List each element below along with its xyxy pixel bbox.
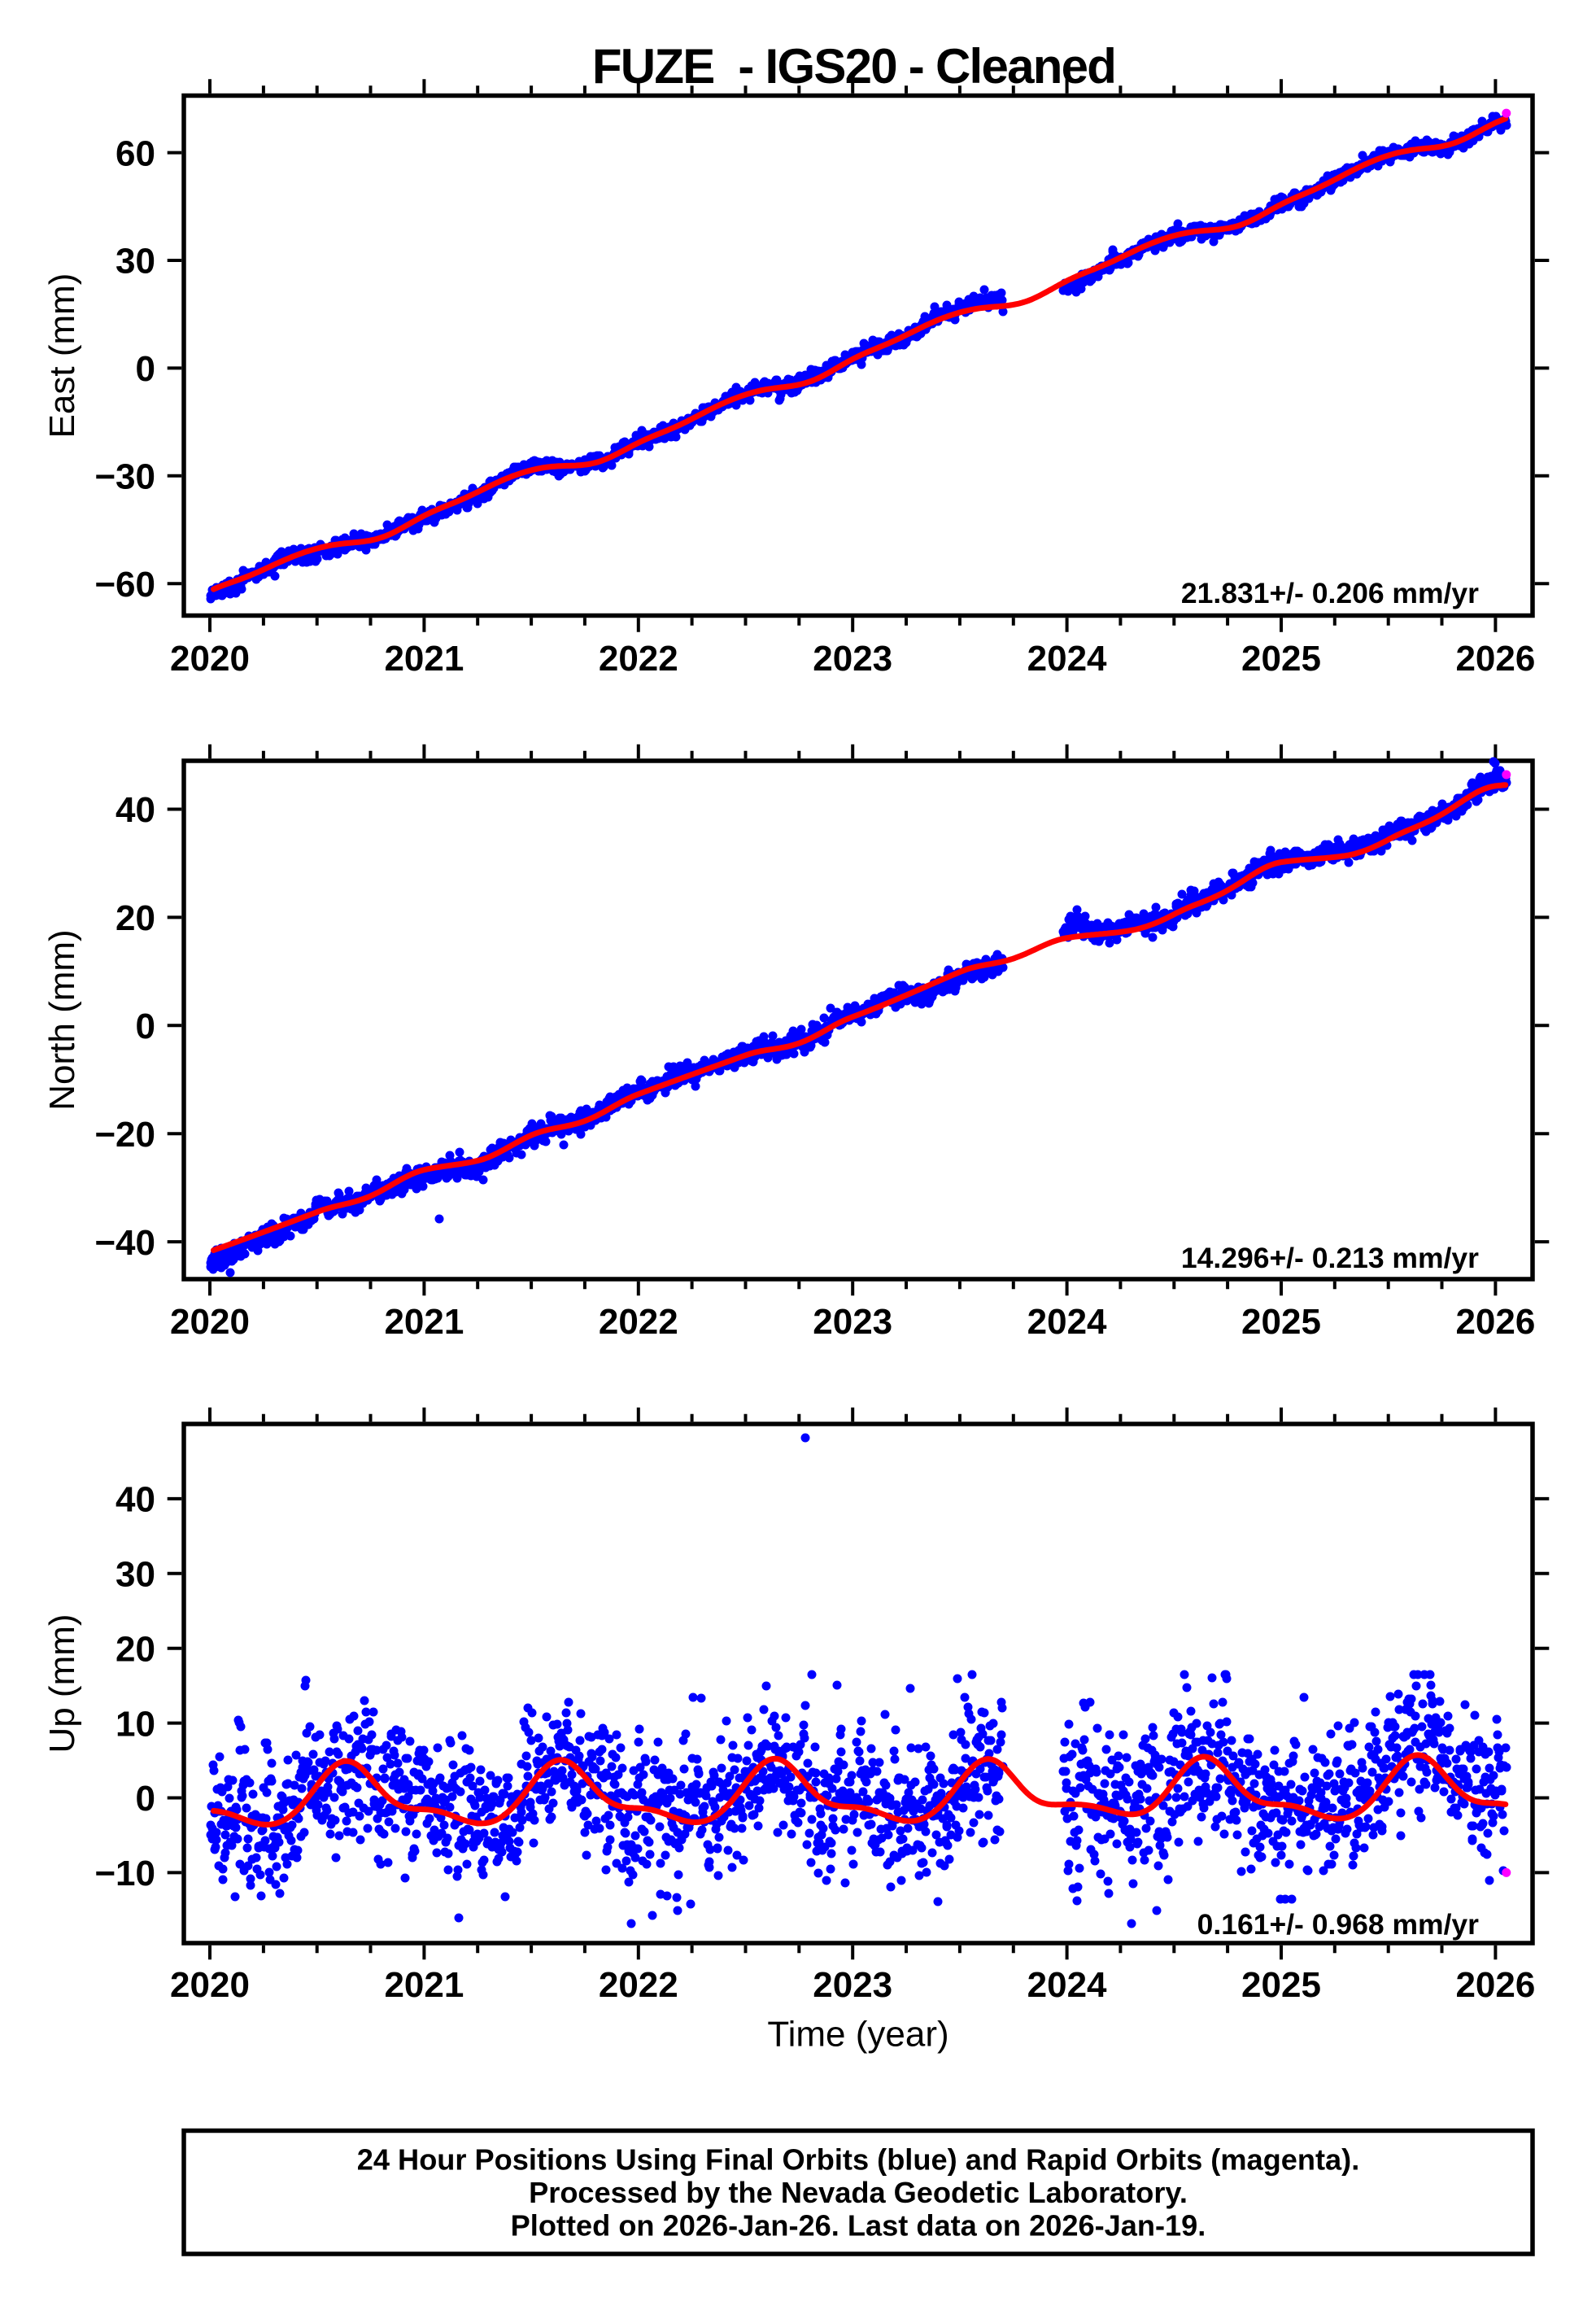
svg-text:FUZE - IGS20 - Cleaned: FUZE - IGS20 - Cleaned — [592, 39, 1115, 94]
svg-text:Processed by the Nevada Geodet: Processed by the Nevada Geodetic Laborat… — [529, 2176, 1188, 2209]
svg-text:20: 20 — [116, 898, 155, 938]
svg-text:2020: 2020 — [170, 639, 250, 679]
svg-text:−20: −20 — [94, 1115, 155, 1155]
svg-text:20: 20 — [116, 1629, 155, 1669]
svg-text:14.296+/- 0.213 mm/yr: 14.296+/- 0.213 mm/yr — [1181, 1242, 1479, 1274]
svg-text:2021: 2021 — [384, 1302, 464, 1342]
svg-text:−30: −30 — [94, 457, 155, 497]
svg-text:Up (mm): Up (mm) — [42, 1614, 82, 1753]
svg-text:2025: 2025 — [1241, 1302, 1321, 1342]
svg-text:2023: 2023 — [813, 639, 892, 679]
svg-text:Time (year): Time (year) — [767, 2015, 948, 2055]
svg-text:2024: 2024 — [1027, 1965, 1107, 2005]
svg-text:2026: 2026 — [1455, 639, 1535, 679]
svg-text:0: 0 — [136, 349, 155, 389]
svg-text:East (mm): East (mm) — [42, 273, 82, 439]
svg-text:24 Hour Positions Using Final: 24 Hour Positions Using Final Orbits (bl… — [357, 2142, 1360, 2176]
svg-text:2020: 2020 — [170, 1965, 250, 2005]
svg-text:North (mm): North (mm) — [42, 929, 82, 1110]
svg-text:2025: 2025 — [1241, 1965, 1321, 2005]
svg-text:2023: 2023 — [813, 1302, 892, 1342]
svg-text:2022: 2022 — [599, 639, 678, 679]
svg-text:30: 30 — [116, 1555, 155, 1595]
svg-text:2022: 2022 — [599, 1965, 678, 2005]
svg-text:−60: −60 — [94, 565, 155, 605]
svg-text:2025: 2025 — [1241, 639, 1321, 679]
svg-text:2024: 2024 — [1027, 639, 1107, 679]
svg-text:2022: 2022 — [599, 1302, 678, 1342]
svg-text:2021: 2021 — [384, 639, 464, 679]
svg-text:2026: 2026 — [1455, 1965, 1535, 2005]
svg-text:2023: 2023 — [813, 1965, 892, 2005]
svg-text:−40: −40 — [94, 1223, 155, 1263]
svg-text:0: 0 — [136, 1007, 155, 1046]
svg-text:10: 10 — [116, 1704, 155, 1744]
svg-text:40: 40 — [116, 790, 155, 830]
svg-text:Plotted on 2026-Jan-26. Last d: Plotted on 2026-Jan-26. Last data on 202… — [511, 2208, 1206, 2242]
svg-text:2026: 2026 — [1455, 1302, 1535, 1342]
svg-text:2020: 2020 — [170, 1302, 250, 1342]
svg-text:−10: −10 — [94, 1854, 155, 1893]
svg-text:2021: 2021 — [384, 1965, 464, 2005]
svg-text:0: 0 — [136, 1779, 155, 1819]
svg-text:60: 60 — [116, 133, 155, 173]
svg-text:2024: 2024 — [1027, 1302, 1107, 1342]
svg-text:0.161+/- 0.968 mm/yr: 0.161+/- 0.968 mm/yr — [1197, 1908, 1480, 1941]
svg-text:30: 30 — [116, 242, 155, 282]
svg-text:21.831+/- 0.206 mm/yr: 21.831+/- 0.206 mm/yr — [1181, 577, 1479, 609]
svg-text:40: 40 — [116, 1480, 155, 1520]
